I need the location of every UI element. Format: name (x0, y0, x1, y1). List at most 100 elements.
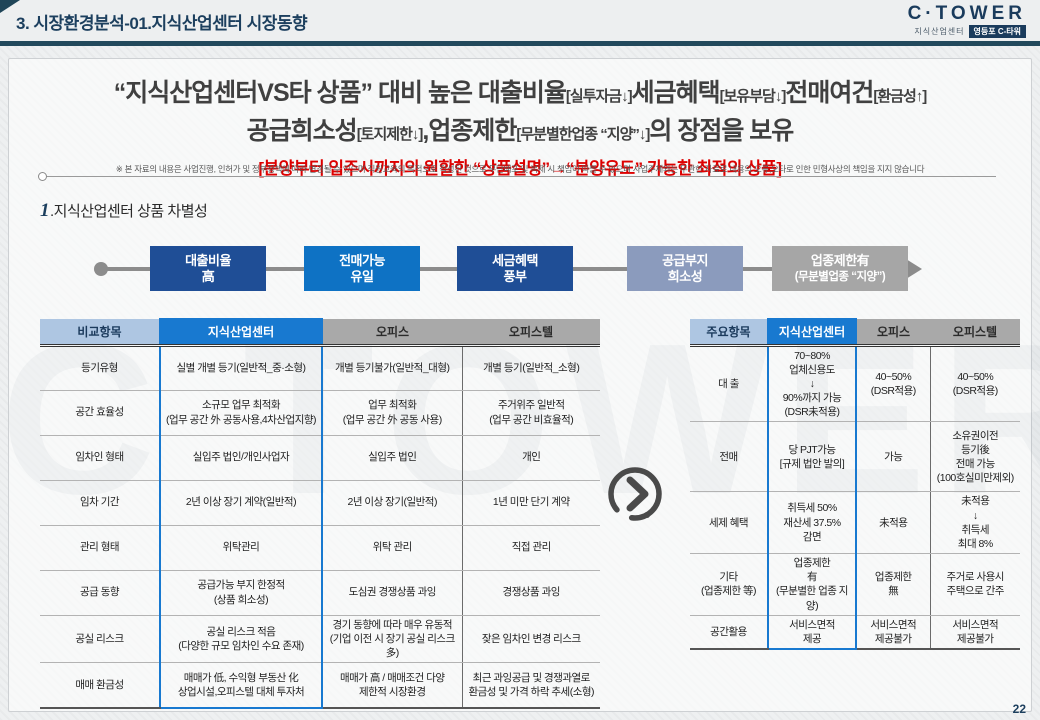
table-cell: 당 PJT가능 [규제 법안 발의] (767, 421, 857, 493)
headline-segment: 전매여건 (785, 79, 874, 107)
row-label: 공간 효율성 (40, 390, 160, 436)
table-cell: 공실 리스크 적음 (다양한 규모 임차인 수요 존재) (159, 615, 323, 664)
header-divider (0, 41, 1040, 46)
row-label: 등기유형 (40, 345, 160, 391)
table-row: 공급 동향 공급가능 부지 한정적 (상품 희소성) 도심권 경쟁상품 과잉 경쟁상품… (40, 570, 600, 616)
table-cell: 40~50% (DSR적용) (855, 345, 930, 423)
table-cell: 개별 등기(일반적_소형) (461, 345, 600, 391)
headline-segment: [환금성↑] (873, 88, 927, 105)
table-row: 기타 (업종제한 等) 업종제한 有 (무분별한 업종 지양) 업종제한 無 주거로 … (690, 553, 1020, 616)
table-cell: 업종제한 無 (855, 553, 930, 616)
header-bar: 3. 시장환경분석-01.지식산업센터 시장동향 (0, 0, 1040, 41)
table-cell: 개인 (461, 435, 600, 481)
headline-segment: ,업종제한 (422, 117, 517, 145)
table-cell: 서비스면적 제공불가 (855, 615, 930, 651)
column-header: 지식산업센터 (767, 318, 857, 347)
table-cell: 未적용 (855, 491, 930, 555)
headline-segment: [보유부담↓] (719, 88, 787, 105)
row-label: 전매 (690, 421, 768, 493)
table-cell: 실입주 법인 (321, 435, 462, 481)
disclaimer-text: ※ 본 자료의 내용은 사업진행, 인허가 및 정부정책에 따라 변경될 수 있… (115, 164, 925, 174)
table-cell: 未적용 ↓ 취득세 최대 8% (929, 491, 1020, 555)
table-cell: 도심권 경쟁상품 과잉 (321, 570, 462, 616)
table-cell: 서비스면적 제공불가 (929, 615, 1020, 651)
row-label: 공급 동향 (40, 570, 160, 616)
corner-decoration (0, 0, 20, 13)
comparison-table-detailed: 비교항목 지식산업센터 오피스 오피스텔 등기유형 실별 개별 등기(일반적_중·소형) 개… (40, 318, 600, 709)
table-row: 임차인 형태 실입주 법인/개인사업자 실입주 법인 개인 (40, 435, 600, 481)
table-cell: 1년 미만 단기 계약 (461, 480, 600, 526)
table-cell: 70~80% 업체신용도 ↓ 90%까지 가능 (DSR未적용) (767, 345, 857, 423)
column-header: 주요항목 (690, 319, 768, 347)
column-header: 비교항목 (40, 319, 160, 347)
headline-segment: [토지제한↓] (356, 126, 424, 143)
company-logo: C·TOWER 지식산업센터 영등포 C-타워 (908, 4, 1026, 38)
row-label: 공실 리스크 (40, 615, 160, 664)
table-cell: 가능 (855, 421, 930, 493)
table-cell: 실입주 법인/개인사업자 (159, 435, 323, 481)
row-label: 대 출 (690, 345, 768, 423)
disclaimer-rule-endpoint (38, 172, 47, 181)
logo-badge: 영등포 C-타워 (968, 25, 1026, 38)
headline-segment: 의 장점을 보유 (649, 117, 794, 145)
column-header: 오피스텔 (930, 319, 1020, 347)
comparison-table-summary: 주요항목 지식산업센터 오피스 오피스텔 대 출 70~80% 업체신용도 ↓ 90%까지… (690, 318, 1020, 651)
row-label: 기타 (업종제한 等) (690, 553, 768, 616)
table-cell: 직접 관리 (461, 525, 600, 571)
row-label: 공간활용 (690, 615, 768, 651)
section-number: 1 (40, 200, 50, 221)
table-row: 세제 혜택 취득세 50% 재산세 37.5% 감면 未적용 未적용 ↓ 취득세 최대… (690, 491, 1020, 555)
table-header-row: 비교항목 지식산업센터 오피스 오피스텔 (40, 318, 600, 347)
row-label: 임차인 형태 (40, 435, 160, 481)
headline-segment: 세금혜택 (631, 79, 721, 107)
headline-line-2: 공급희소성[토지제한↓],업종제한[무분별한업종 “지양”↓]의 장점을 보유 (0, 114, 1040, 152)
logo-brand-text: C·TOWER (907, 3, 1026, 24)
table-cell: 주거위주 일반적 (업무 공간 비효율적) (461, 390, 600, 436)
table-cell: 업종제한 有 (무분별한 업종 지양) (767, 553, 857, 616)
row-label: 임차 기간 (40, 480, 160, 526)
table-cell: 경기 동향에 따라 매우 유동적 (기업 이전 시 장기 공실 리스크 多) (321, 615, 462, 664)
table-cell: 업무 최적화 (업무 공간 外 공동 사용) (321, 390, 462, 436)
page-title: 3. 시장환경분석-01.지식산업센터 시장동향 (16, 14, 308, 33)
table-cell: 2년 이상 장기(일반적) (321, 480, 462, 526)
table-cell: 소규모 업무 최적화 (업무 공간 外 공동사용,4차산업지향) (159, 390, 323, 436)
headline-segment: [실투자금↓] (565, 88, 633, 105)
table-cell: 취득세 50% 재산세 37.5% 감면 (767, 491, 857, 555)
table-row: 공간활용 서비스면적 제공 서비스면적 제공불가 서비스면적 제공불가 (690, 615, 1020, 651)
table-cell: 매매가 低, 수익형 부동산 化 상업시설,오피스텔 대체 투자처 (159, 662, 323, 709)
table-row: 등기유형 실별 개별 등기(일반적_중·소형) 개별 등기불가(일반적_대형) 개별 … (40, 345, 600, 391)
table-cell: 공급가능 부지 한정적 (상품 희소성) (159, 570, 323, 616)
table-cell: 잦은 임차인 변경 리스크 (461, 615, 600, 664)
table-cell: 경쟁상품 과잉 (461, 570, 600, 616)
table-cell: 40~50% (DSR적용) (929, 345, 1020, 423)
disclaimer-rule (46, 176, 996, 177)
headline-segment: “지식산업센터VS타 상품” 대비 높은 대출비율 (113, 79, 567, 107)
headline-block: “지식산업센터VS타 상품” 대비 높은 대출비율[실투자금↓]세금혜택[보유부… (0, 76, 1040, 179)
table-cell: 최근 과잉공급 및 경쟁과열로 환금성 및 가격 하락 추세(소형) (461, 662, 600, 709)
column-header: 오피스 (856, 319, 930, 347)
headline-segment: 공급희소성 (246, 117, 358, 145)
table-row: 임차 기간 2년 이상 장기 계약(일반적) 2년 이상 장기(일반적) 1년 미만 … (40, 480, 600, 526)
table-row: 관리 형태 위탁관리 위탁 관리 직접 관리 (40, 525, 600, 571)
headline-red-note: [분양부터 입주시까지의 원할한 “상품설명”→“분양유도” 가능한 최적의 상… (258, 159, 782, 178)
section-title: 1.지식산업센터 상품 차별성 (40, 200, 208, 222)
row-label: 세제 혜택 (690, 491, 768, 555)
table-row: 대 출 70~80% 업체신용도 ↓ 90%까지 가능 (DSR未적용) 40~50… (690, 345, 1020, 423)
table-cell: 위탁 관리 (321, 525, 462, 571)
table-row: 공간 효율성 소규모 업무 최적화 (업무 공간 外 공동사용,4차산업지향) 업무… (40, 390, 600, 436)
column-header: 지식산업센터 (159, 318, 323, 347)
page-number: 22 (1012, 702, 1026, 716)
table-cell: 위탁관리 (159, 525, 323, 571)
table-row: 매매 환금성 매매가 低, 수익형 부동산 化 상업시설,오피스텔 대체 투자처 매… (40, 662, 600, 709)
chevron-right-circle-icon (606, 465, 664, 528)
table-cell: 매매가 高 / 매매조건 다양 제한적 시장환경 (321, 662, 462, 709)
table-cell: 개별 등기불가(일반적_대형) (321, 345, 462, 391)
logo-subtitle: 지식산업센터 (914, 27, 965, 36)
table-cell: 서비스면적 제공 (767, 615, 857, 651)
table-row: 공실 리스크 공실 리스크 적음 (다양한 규모 임차인 수요 존재) 경기 동향에… (40, 615, 600, 664)
headline-segment: [무분별한업종 “지양”↓] (516, 126, 650, 143)
table-cell: 주거로 사용시 주택으로 간주 (929, 553, 1020, 616)
table-cell: 실별 개별 등기(일반적_중·소형) (159, 345, 323, 391)
column-header: 오피스 (322, 319, 462, 347)
